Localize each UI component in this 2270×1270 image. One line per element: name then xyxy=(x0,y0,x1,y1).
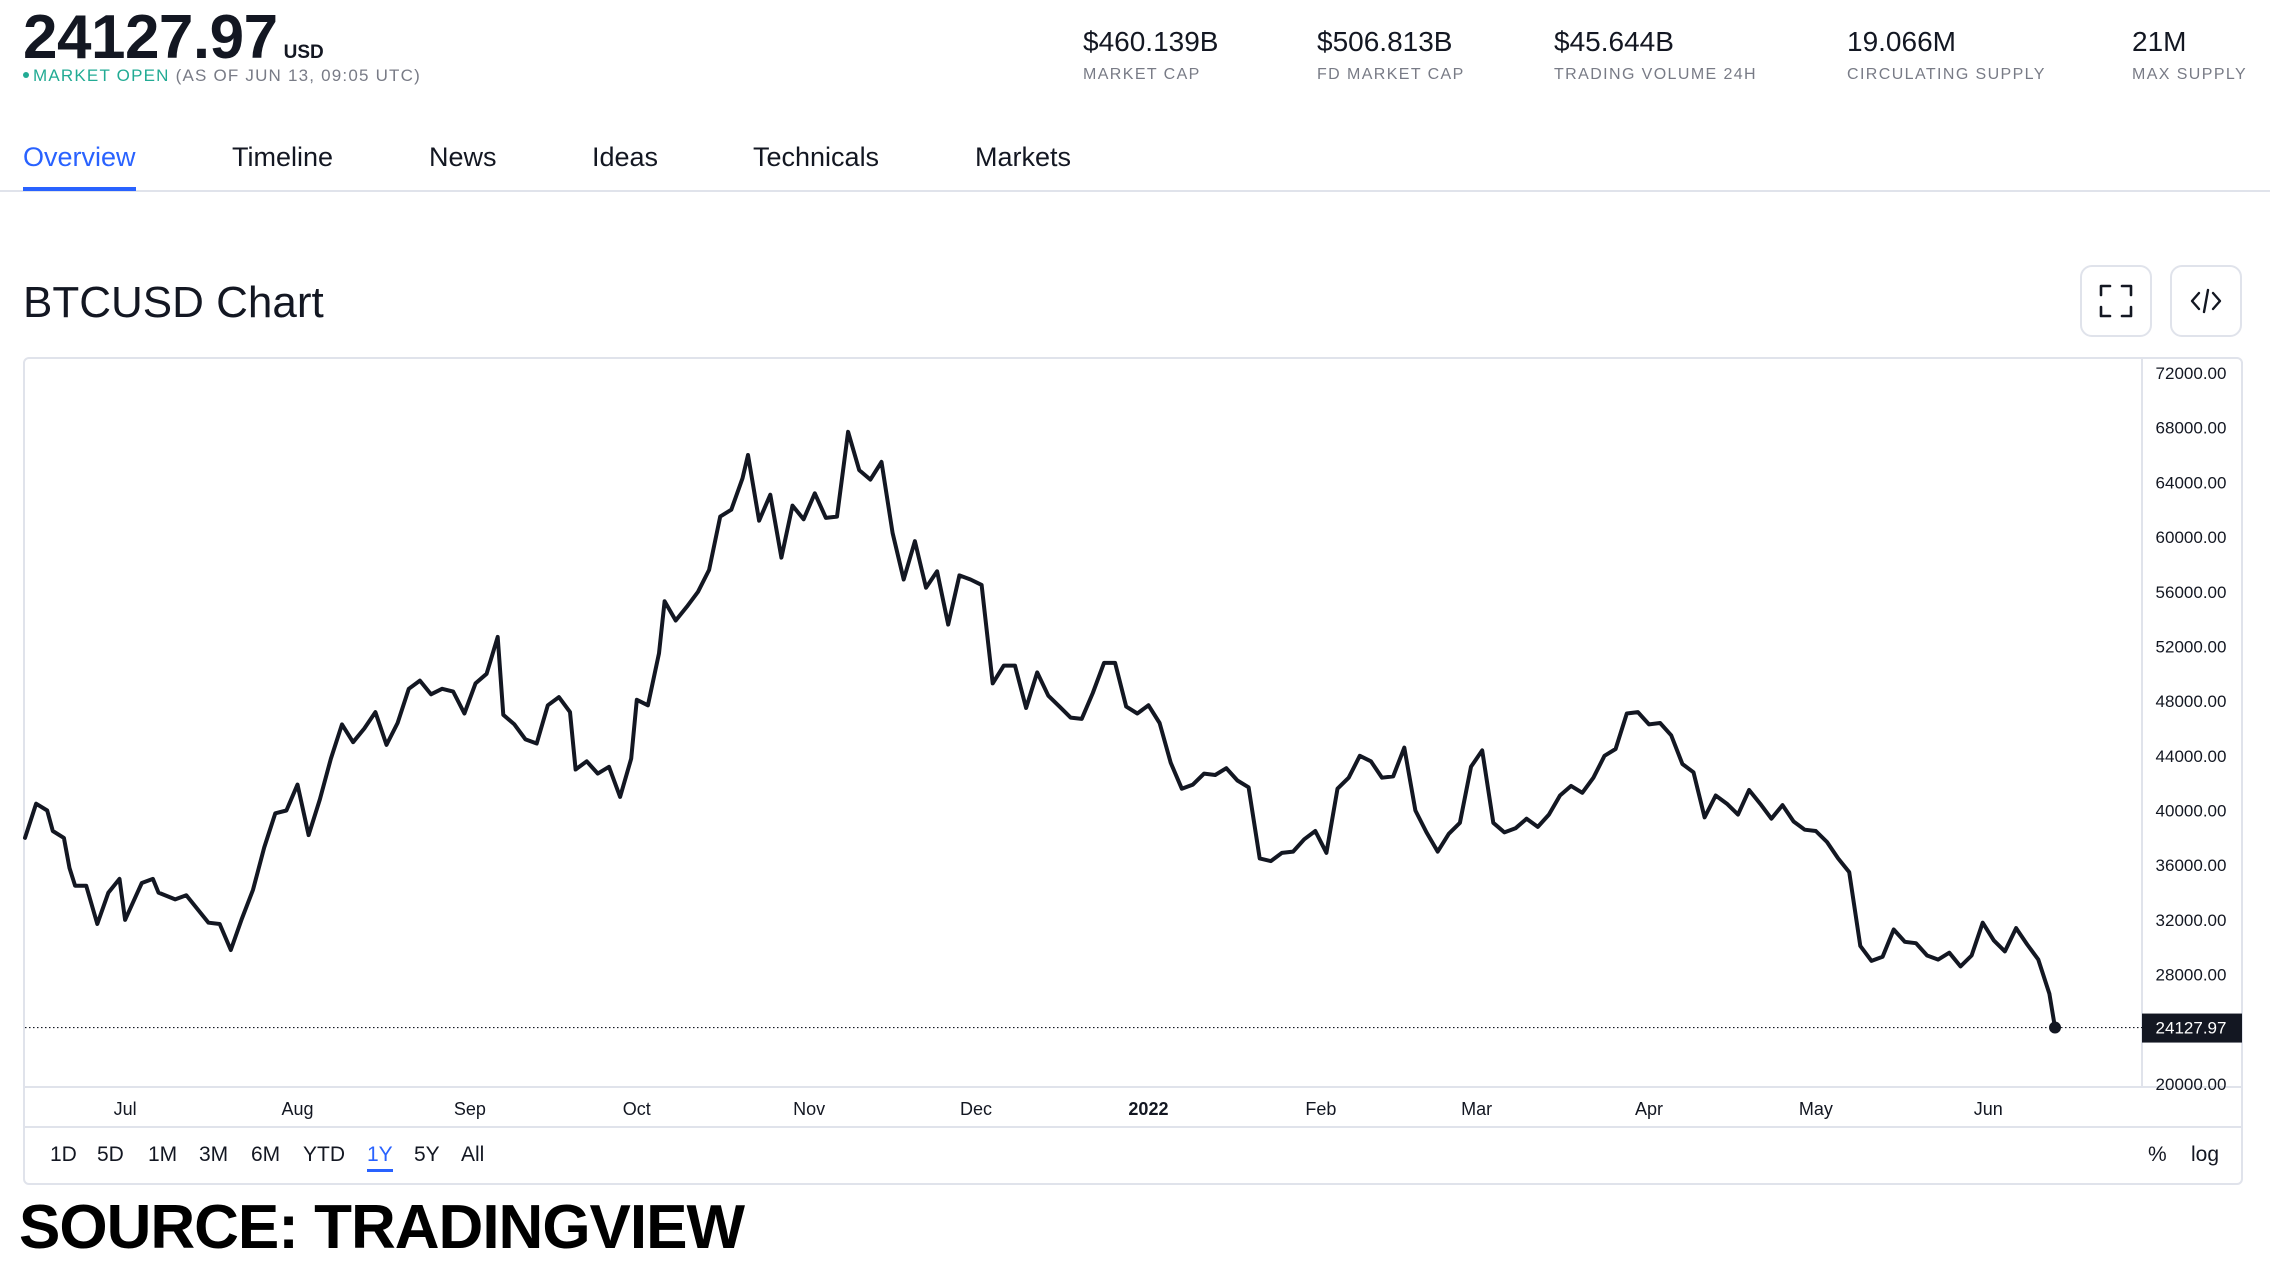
x-tick-label: Jun xyxy=(1974,1099,2003,1119)
tab-overview[interactable]: Overview xyxy=(23,142,136,191)
last-price-label: 24127.97 xyxy=(2156,1019,2227,1038)
x-tick-label: Apr xyxy=(1635,1099,1663,1119)
stat-value: $45.644B xyxy=(1554,26,1674,57)
stat-circulating-supply: 19.066M CIRCULATING SUPPLY xyxy=(1847,26,2046,84)
x-tick-label: Oct xyxy=(623,1099,651,1119)
x-tick-label: Jul xyxy=(114,1099,137,1119)
y-tick-label: 52000.00 xyxy=(2156,637,2227,656)
fullscreen-icon xyxy=(2099,284,2133,318)
range-6m[interactable]: 6M xyxy=(251,1143,281,1166)
y-tick-label: 36000.00 xyxy=(2156,856,2227,875)
x-tick-label: Dec xyxy=(960,1099,992,1119)
y-tick-label: 28000.00 xyxy=(2156,966,2227,985)
price-header: 24127.97 USD xyxy=(23,2,324,73)
range-1y[interactable]: 1Y xyxy=(367,1143,393,1172)
y-tick-label: 40000.00 xyxy=(2156,802,2227,821)
x-tick-label: Mar xyxy=(1461,1099,1492,1119)
stat-label: TRADING VOLUME 24H xyxy=(1554,66,1758,83)
chart-panel xyxy=(23,357,2243,1185)
stat-market-cap: $460.139B MARKET CAP xyxy=(1083,26,1218,84)
y-tick-label: 72000.00 xyxy=(2156,364,2227,383)
fullscreen-button[interactable] xyxy=(2080,265,2152,337)
x-tick-label: 2022 xyxy=(1128,1099,1168,1119)
y-tick-label: 68000.00 xyxy=(2156,419,2227,438)
status-dot-icon xyxy=(23,71,29,78)
source-caption: SOURCE: TRADINGVIEW xyxy=(19,1193,745,1262)
stat-value: $460.139B xyxy=(1083,26,1219,57)
stat-label: CIRCULATING SUPPLY xyxy=(1847,66,2046,83)
as-of-timestamp: (AS OF JUN 13, 09:05 UTC) xyxy=(175,66,421,85)
range-5y[interactable]: 5Y xyxy=(414,1143,440,1166)
log-scale-toggle[interactable]: log xyxy=(2191,1143,2220,1166)
last-price-badge xyxy=(2142,1013,2242,1043)
x-tick-label: Aug xyxy=(282,1099,314,1119)
price-currency: USD xyxy=(283,42,324,63)
y-tick-label: 48000.00 xyxy=(2156,692,2227,711)
y-tick-label: 60000.00 xyxy=(2156,528,2227,547)
tab-markets[interactable]: Markets xyxy=(975,142,1072,172)
range-1d[interactable]: 1D xyxy=(50,1143,77,1166)
chart-title: BTCUSD Chart xyxy=(23,278,324,327)
range-5d[interactable]: 5D xyxy=(97,1143,124,1166)
stat-label: MARKET CAP xyxy=(1083,66,1201,83)
stat-value: 21M xyxy=(2132,26,2187,57)
y-tick-label: 20000.00 xyxy=(2156,1075,2227,1094)
range-3m[interactable]: 3M xyxy=(199,1143,229,1166)
stat-fd-market-cap: $506.813B FD MARKET CAP xyxy=(1317,26,1465,84)
embed-code-icon xyxy=(2190,288,2222,314)
x-tick-label: Sep xyxy=(454,1099,486,1119)
stat-trading-volume: $45.644B TRADING VOLUME 24H xyxy=(1554,26,1757,84)
stat-value: $506.813B xyxy=(1317,26,1453,57)
y-tick-label: 44000.00 xyxy=(2156,747,2227,766)
current-price: 24127.97 xyxy=(23,3,278,72)
y-tick-label: 64000.00 xyxy=(2156,473,2227,492)
y-tick-label: 32000.00 xyxy=(2156,911,2227,930)
tab-timeline[interactable]: Timeline xyxy=(232,142,334,172)
price-chart[interactable]: 72000.00 68000.00 64000.00 60000.00 56000.00… xyxy=(0,0,2270,1190)
range-1m[interactable]: 1M xyxy=(148,1143,178,1166)
section-tabs: Overview Timeline News Ideas Technicals … xyxy=(0,130,2270,192)
range-ytd[interactable]: YTD xyxy=(303,1143,345,1166)
tab-ideas[interactable]: Ideas xyxy=(592,142,659,172)
market-open-label: MARKET OPEN xyxy=(33,66,170,85)
stat-value: 19.066M xyxy=(1847,26,1956,57)
percent-scale-toggle[interactable]: % xyxy=(2148,1143,2167,1166)
stat-max-supply: 21M MAX SUPPLY xyxy=(2132,26,2247,84)
last-price-point xyxy=(2049,1021,2061,1034)
stat-label: FD MARKET CAP xyxy=(1317,66,1465,83)
embed-code-button[interactable] xyxy=(2170,265,2242,337)
y-tick-label: 56000.00 xyxy=(2156,583,2227,602)
market-status: MARKET OPEN (AS OF JUN 13, 09:05 UTC) xyxy=(23,66,421,86)
x-tick-label: Nov xyxy=(793,1099,825,1119)
price-series-line xyxy=(23,429,2057,1030)
x-tick-label: May xyxy=(1799,1099,1833,1119)
stat-label: MAX SUPPLY xyxy=(2132,66,2248,83)
tab-news[interactable]: News xyxy=(429,142,497,172)
x-tick-label: Feb xyxy=(1305,1099,1336,1119)
tab-technicals[interactable]: Technicals xyxy=(753,142,880,172)
range-all[interactable]: All xyxy=(461,1143,485,1166)
